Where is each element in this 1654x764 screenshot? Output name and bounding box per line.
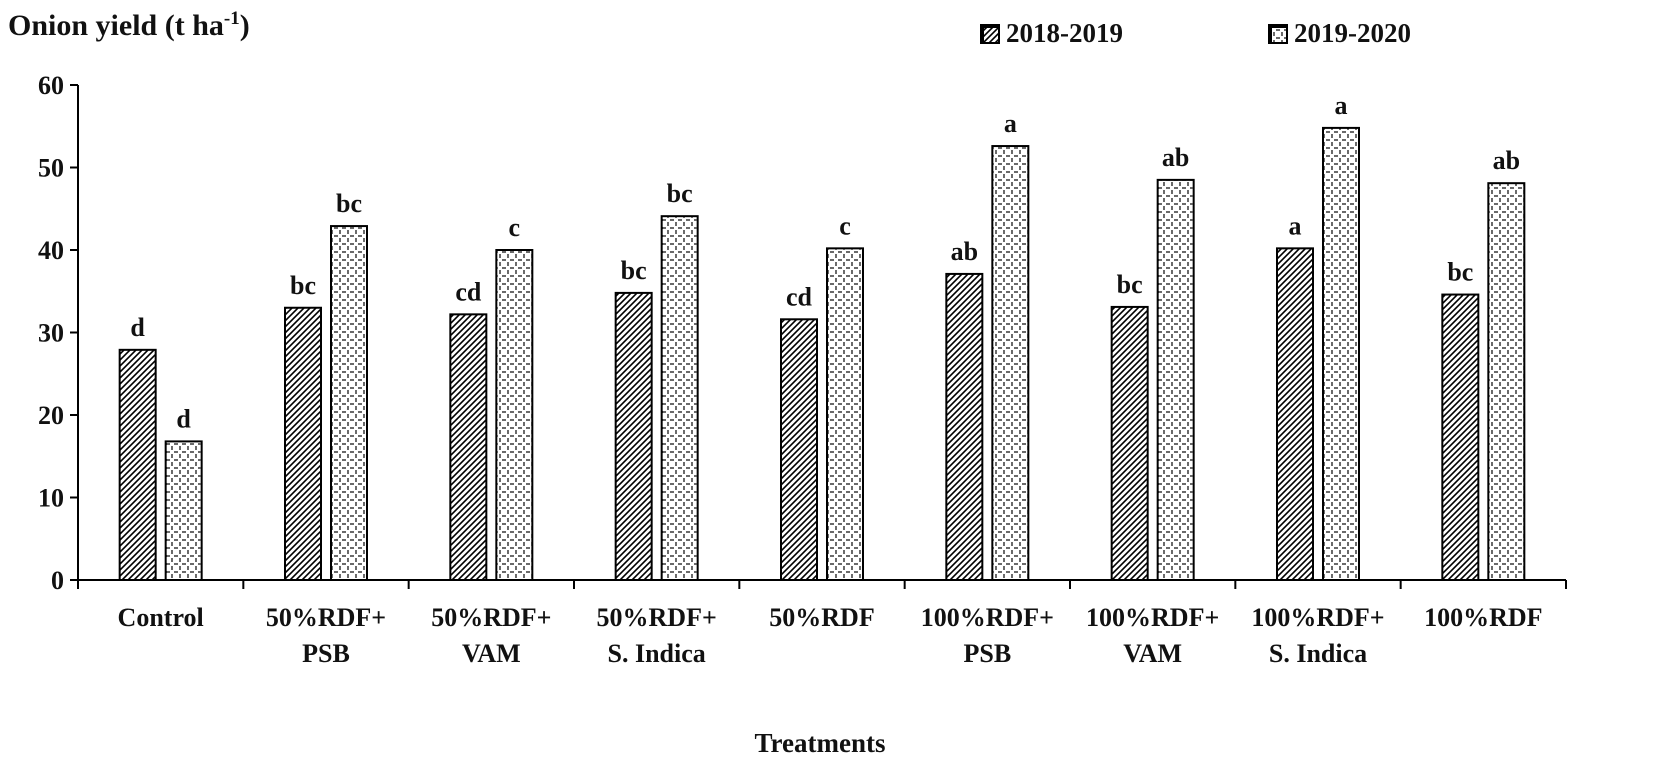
bar-2018-2019-4 xyxy=(780,318,818,581)
bar-letter-label: ab xyxy=(1162,143,1189,172)
x-category-label-line: Control xyxy=(117,603,204,632)
x-category-label: 50%RDF+ PSB xyxy=(241,600,411,672)
x-category-label: 100%RDF xyxy=(1398,600,1568,636)
legend-label: 2018-2019 xyxy=(1006,18,1123,48)
bar-2019-2020-2 xyxy=(495,249,534,581)
x-category-label: 100%RDF+ S. Indica xyxy=(1233,600,1403,672)
x-category-label-line: 50%RDF xyxy=(769,603,875,632)
bar-2019-2020-1 xyxy=(330,225,368,581)
x-category-label-line: 100%RDF+ xyxy=(920,603,1054,632)
y-tick-label: 30 xyxy=(38,319,64,348)
bar-letter-label: a xyxy=(1335,91,1348,120)
y-tick-label: 60 xyxy=(38,71,64,100)
bar-labels: d d bc bc cd c bc bc cd c ab a bc ab a a bc ab xyxy=(130,91,1520,433)
legend-item-2019-2020: 2019-2020 xyxy=(1268,18,1411,49)
legend-swatch-hatch xyxy=(980,23,1000,44)
bar-letter-label: c xyxy=(509,213,521,242)
x-category-label-line: VAM xyxy=(461,639,521,668)
bar-letter-label: ab xyxy=(1493,146,1520,175)
x-category-label: 50%RDF xyxy=(737,600,907,636)
x-category-label-line: 50%RDF+ xyxy=(431,603,552,632)
y-tick-label: 20 xyxy=(38,401,64,430)
bar-letter-label: cd xyxy=(786,282,813,311)
y-tick-label: 10 xyxy=(38,484,64,513)
bar-letter-label: bc xyxy=(667,179,693,208)
axes: 0 10 20 30 40 50 60 xyxy=(38,71,1567,595)
bar-letter-label: bc xyxy=(336,189,362,218)
x-category-label: Control xyxy=(76,600,246,636)
bar-letter-label: cd xyxy=(455,277,482,306)
bar-2019-2020-0 xyxy=(164,440,203,581)
x-category-label-line: PSB xyxy=(302,639,350,668)
bar-letter-label: bc xyxy=(1447,258,1473,287)
x-category-label-line: 100%RDF+ xyxy=(1086,603,1220,632)
bar-2018-2019-7 xyxy=(1276,247,1314,581)
x-category-label-line: 100%RDF+ xyxy=(1251,603,1385,632)
bar-letter-label: d xyxy=(130,313,145,342)
bar-letter-label: a xyxy=(1289,211,1302,240)
bar-letter-label: bc xyxy=(1117,270,1143,299)
bar-2019-2020-3 xyxy=(660,215,699,582)
x-category-label: 50%RDF+ VAM xyxy=(406,600,576,672)
bar-2019-2020-5 xyxy=(991,145,1030,582)
bar-2018-2019-0 xyxy=(118,348,157,582)
bars xyxy=(118,126,1526,582)
y-tick-label: 40 xyxy=(38,236,64,265)
x-category-label-line: S. Indica xyxy=(1268,639,1368,668)
y-tick-label: 0 xyxy=(51,566,64,595)
y-tick-label: 50 xyxy=(38,154,64,183)
bar-2018-2019-8 xyxy=(1441,293,1480,581)
bar-2018-2019-2 xyxy=(449,313,488,581)
legend-swatch-dots xyxy=(1268,23,1288,44)
bar-2019-2020-6 xyxy=(1156,178,1195,581)
x-category-label: 50%RDF+ S. Indica xyxy=(572,600,742,672)
bar-letter-label: c xyxy=(839,211,851,240)
x-category-label-line: 50%RDF+ xyxy=(596,603,717,632)
bar-2018-2019-1 xyxy=(284,306,322,581)
y-axis-title: Onion yield (t ha-1) xyxy=(8,8,250,42)
bar-2018-2019-5 xyxy=(945,272,984,581)
bar-letter-label: a xyxy=(1004,109,1017,138)
legend-item-2018-2019: 2018-2019 xyxy=(980,18,1123,49)
bar-2019-2020-4 xyxy=(826,247,864,581)
bar-2018-2019-3 xyxy=(614,291,653,581)
x-category-label: 100%RDF+ VAM xyxy=(1068,600,1238,672)
x-category-label: 100%RDF+ PSB xyxy=(902,600,1072,672)
x-category-label-line: PSB xyxy=(963,639,1012,668)
bar-2019-2020-7 xyxy=(1322,126,1360,582)
bar-2018-2019-6 xyxy=(1110,305,1149,581)
x-category-label-line: VAM xyxy=(1123,639,1183,668)
legend-label: 2019-2020 xyxy=(1294,18,1411,48)
x-category-label-line: 100%RDF xyxy=(1424,603,1543,632)
bar-letter-label: bc xyxy=(621,256,647,285)
x-category-label-line: 50%RDF+ xyxy=(265,603,387,632)
x-category-label-line: S. Indica xyxy=(607,639,706,668)
bar-letter-label: d xyxy=(176,404,191,433)
bar-letter-label: ab xyxy=(951,237,978,266)
x-axis-title: Treatments xyxy=(754,728,886,758)
bar-letter-label: bc xyxy=(290,271,316,300)
bar-2019-2020-8 xyxy=(1487,182,1526,582)
